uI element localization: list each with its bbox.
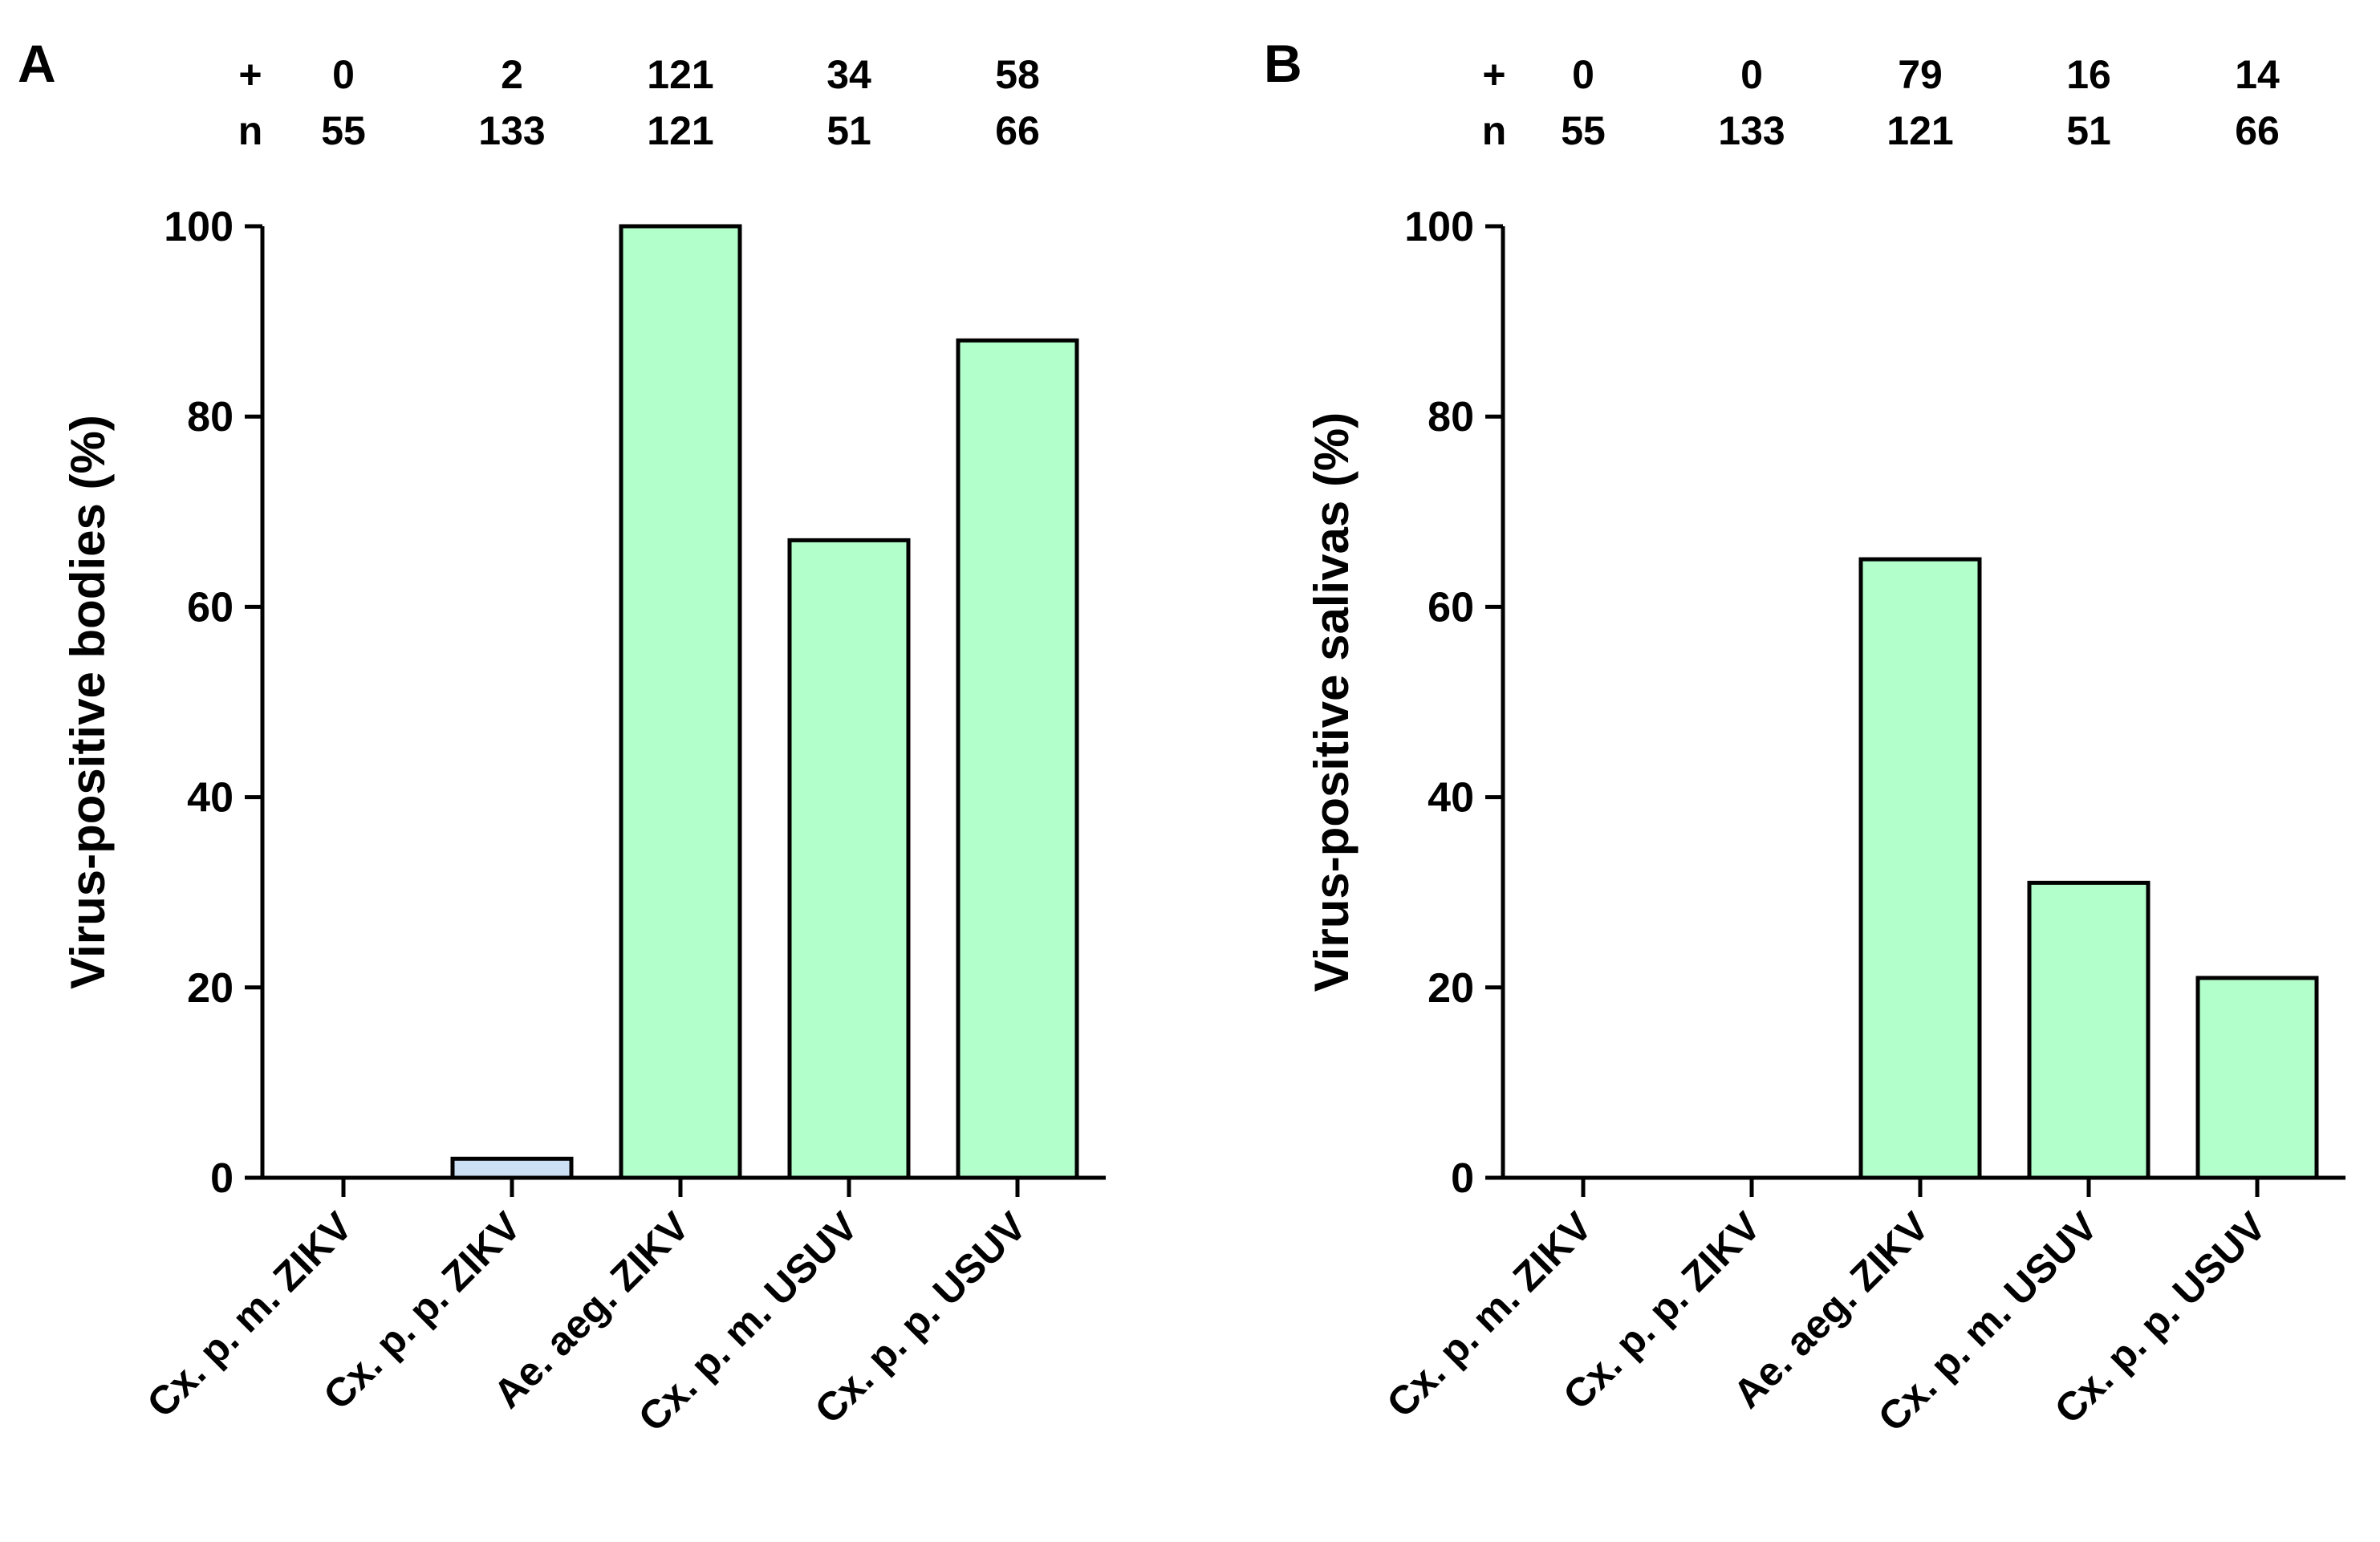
n-count: 66 — [995, 108, 1040, 153]
panel-label: B — [1264, 34, 1302, 93]
y-tick-label: 20 — [1428, 965, 1474, 1012]
y-tick-label: 0 — [210, 1155, 234, 1202]
positive-count: 34 — [827, 52, 871, 97]
positive-count: 58 — [995, 52, 1040, 97]
y-tick-label: 60 — [1428, 584, 1474, 631]
y-tick-label: 20 — [187, 965, 234, 1012]
positive-count: 0 — [1572, 52, 1594, 97]
panel-label: A — [18, 34, 56, 93]
y-tick-label: 100 — [1404, 204, 1474, 250]
y-tick-label: 80 — [1428, 394, 1474, 440]
bar-3 — [1858, 557, 1982, 1180]
y-tick-label: 100 — [164, 204, 234, 250]
y-tick-label: 0 — [1451, 1155, 1474, 1202]
positive-count: 0 — [332, 52, 355, 97]
bar-5 — [2195, 976, 2319, 1180]
positive-count: 2 — [501, 52, 523, 97]
bar-3 — [619, 224, 742, 1180]
n-count: 133 — [478, 108, 545, 153]
n-count: 121 — [1887, 108, 1953, 153]
y-axis-title: Virus-positive salivas (%) — [1305, 412, 1359, 992]
y-tick-label: 40 — [1428, 775, 1474, 822]
y-tick-label: 40 — [187, 775, 234, 822]
positive-count: 16 — [2066, 52, 2111, 97]
n-count: 66 — [2235, 108, 2280, 153]
bar-2 — [450, 1156, 574, 1180]
bar-4 — [2027, 880, 2151, 1180]
n-count: 121 — [647, 108, 713, 153]
n-row-label: n — [1482, 108, 1507, 153]
n-count: 51 — [2066, 108, 2111, 153]
positive-row-label: + — [238, 52, 262, 97]
positive-count: 121 — [647, 52, 713, 97]
positive-count: 79 — [1898, 52, 1943, 97]
n-count: 51 — [827, 108, 871, 153]
positive-row-label: + — [1482, 52, 1505, 97]
bar-5 — [956, 338, 1079, 1180]
y-tick-label: 80 — [187, 394, 234, 440]
y-tick-label: 60 — [187, 584, 234, 631]
n-row-label: n — [238, 108, 263, 153]
positive-count: 14 — [2235, 52, 2280, 97]
n-count: 55 — [1561, 108, 1606, 153]
panel-b: B + n Virus-positive salivas (%) 0 20 40 60 80 10… — [1264, 34, 2345, 1440]
bar-4 — [787, 538, 911, 1180]
positive-count: 0 — [1740, 52, 1763, 97]
n-count: 55 — [321, 108, 366, 153]
y-axis-title: Virus-positive bodies (%) — [61, 415, 115, 989]
n-count: 133 — [1718, 108, 1785, 153]
